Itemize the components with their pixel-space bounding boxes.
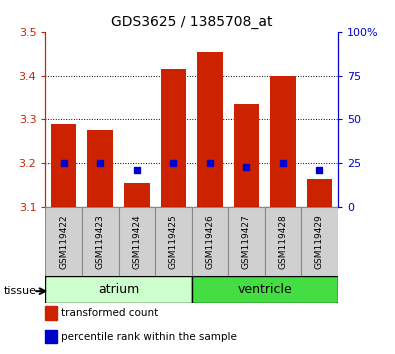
Text: ventricle: ventricle: [237, 283, 292, 296]
Bar: [228, 207, 265, 276]
Text: GSM119423: GSM119423: [96, 214, 105, 269]
Text: atrium: atrium: [98, 283, 139, 296]
Bar: [192, 207, 228, 276]
Bar: [87, 130, 113, 207]
Bar: [45, 276, 192, 303]
Text: GSM119424: GSM119424: [132, 214, 141, 269]
Bar: [160, 69, 186, 207]
Bar: [307, 179, 332, 207]
Bar: [51, 124, 77, 207]
Text: GSM119428: GSM119428: [278, 214, 288, 269]
Text: tissue: tissue: [4, 286, 37, 296]
Text: GSM119422: GSM119422: [59, 214, 68, 269]
Text: percentile rank within the sample: percentile rank within the sample: [61, 332, 237, 342]
Text: GSM119429: GSM119429: [315, 214, 324, 269]
Bar: [197, 52, 223, 207]
Bar: [233, 104, 259, 207]
Text: transformed count: transformed count: [61, 308, 158, 318]
Bar: [270, 76, 296, 207]
Text: GSM119427: GSM119427: [242, 214, 251, 269]
Text: GSM119425: GSM119425: [169, 214, 178, 269]
Bar: [118, 207, 155, 276]
Bar: [82, 207, 118, 276]
Text: GSM119426: GSM119426: [205, 214, 214, 269]
Bar: [265, 207, 301, 276]
Title: GDS3625 / 1385708_at: GDS3625 / 1385708_at: [111, 16, 272, 29]
Bar: [301, 207, 338, 276]
Bar: [155, 207, 192, 276]
Bar: [192, 276, 338, 303]
Bar: [124, 183, 150, 207]
Bar: [45, 207, 82, 276]
